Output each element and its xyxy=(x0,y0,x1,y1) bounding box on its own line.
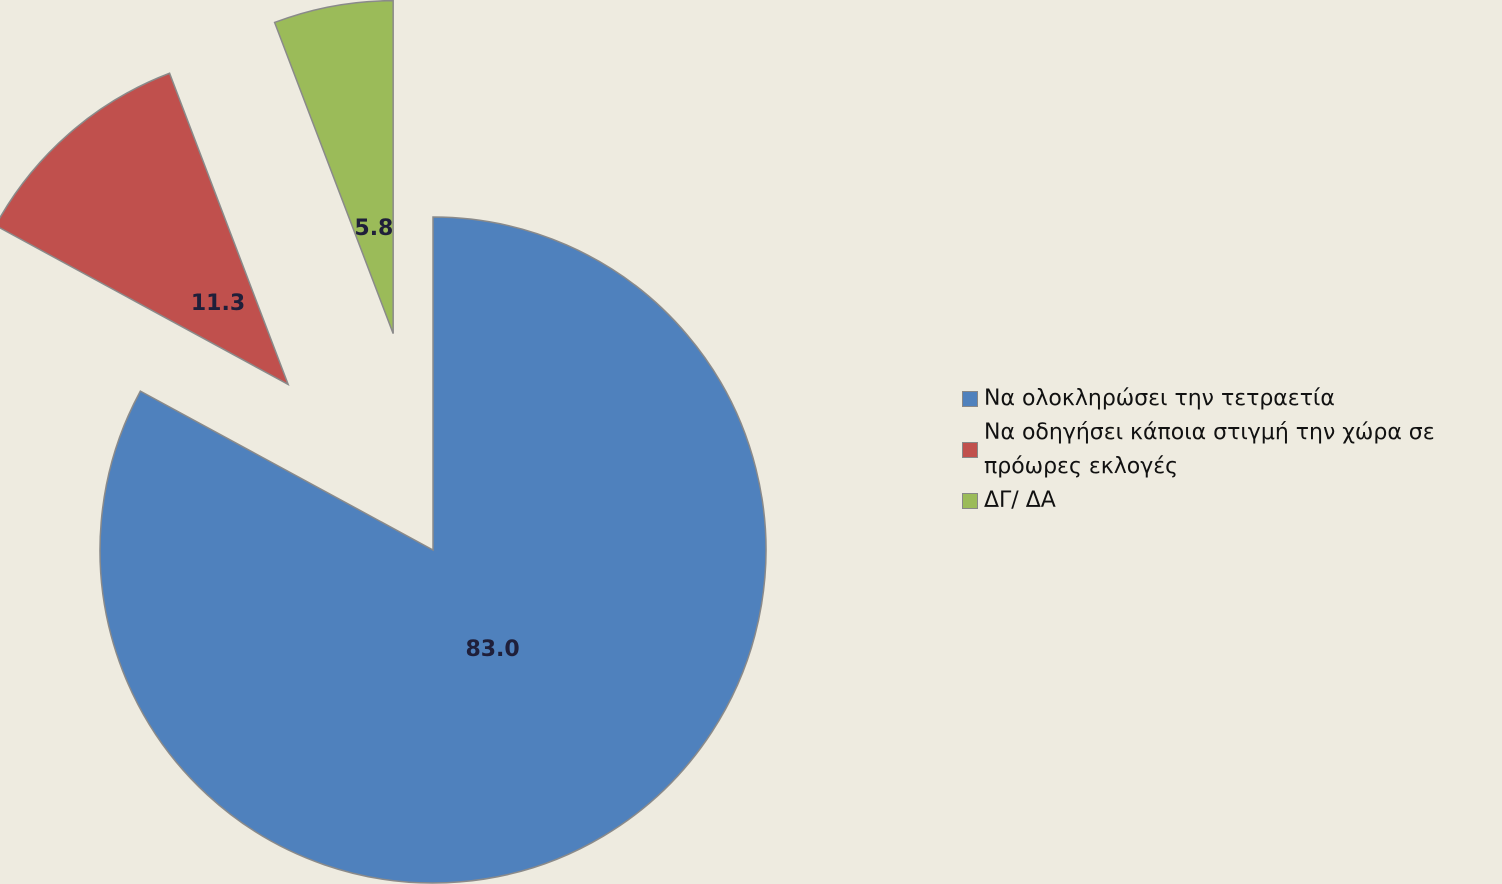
legend-item: Να οδηγήσει κάποια στιγμή την χώρα σε πρ… xyxy=(962,416,1492,484)
pie-slice xyxy=(0,72,290,387)
data-label: 83.0 xyxy=(465,637,519,662)
data-label: 11.3 xyxy=(191,291,245,316)
legend-swatch xyxy=(962,391,978,407)
legend-label: Να οδηγήσει κάποια στιγμή την χώρα σε πρ… xyxy=(984,420,1435,479)
legend: Να ολοκληρώσει την τετραετία Να οδηγήσει … xyxy=(962,382,1492,518)
pie-slice xyxy=(99,216,767,884)
data-label: 5.8 xyxy=(354,216,393,241)
legend-swatch xyxy=(962,493,978,509)
pie-slice xyxy=(273,0,394,334)
legend-label: Να ολοκληρώσει την τετραετία xyxy=(984,386,1335,411)
legend-label: ΔΓ/ ΔΑ xyxy=(984,488,1056,513)
legend-item: ΔΓ/ ΔΑ xyxy=(962,484,1492,518)
legend-swatch xyxy=(962,442,978,458)
legend-item: Να ολοκληρώσει την τετραετία xyxy=(962,382,1492,416)
